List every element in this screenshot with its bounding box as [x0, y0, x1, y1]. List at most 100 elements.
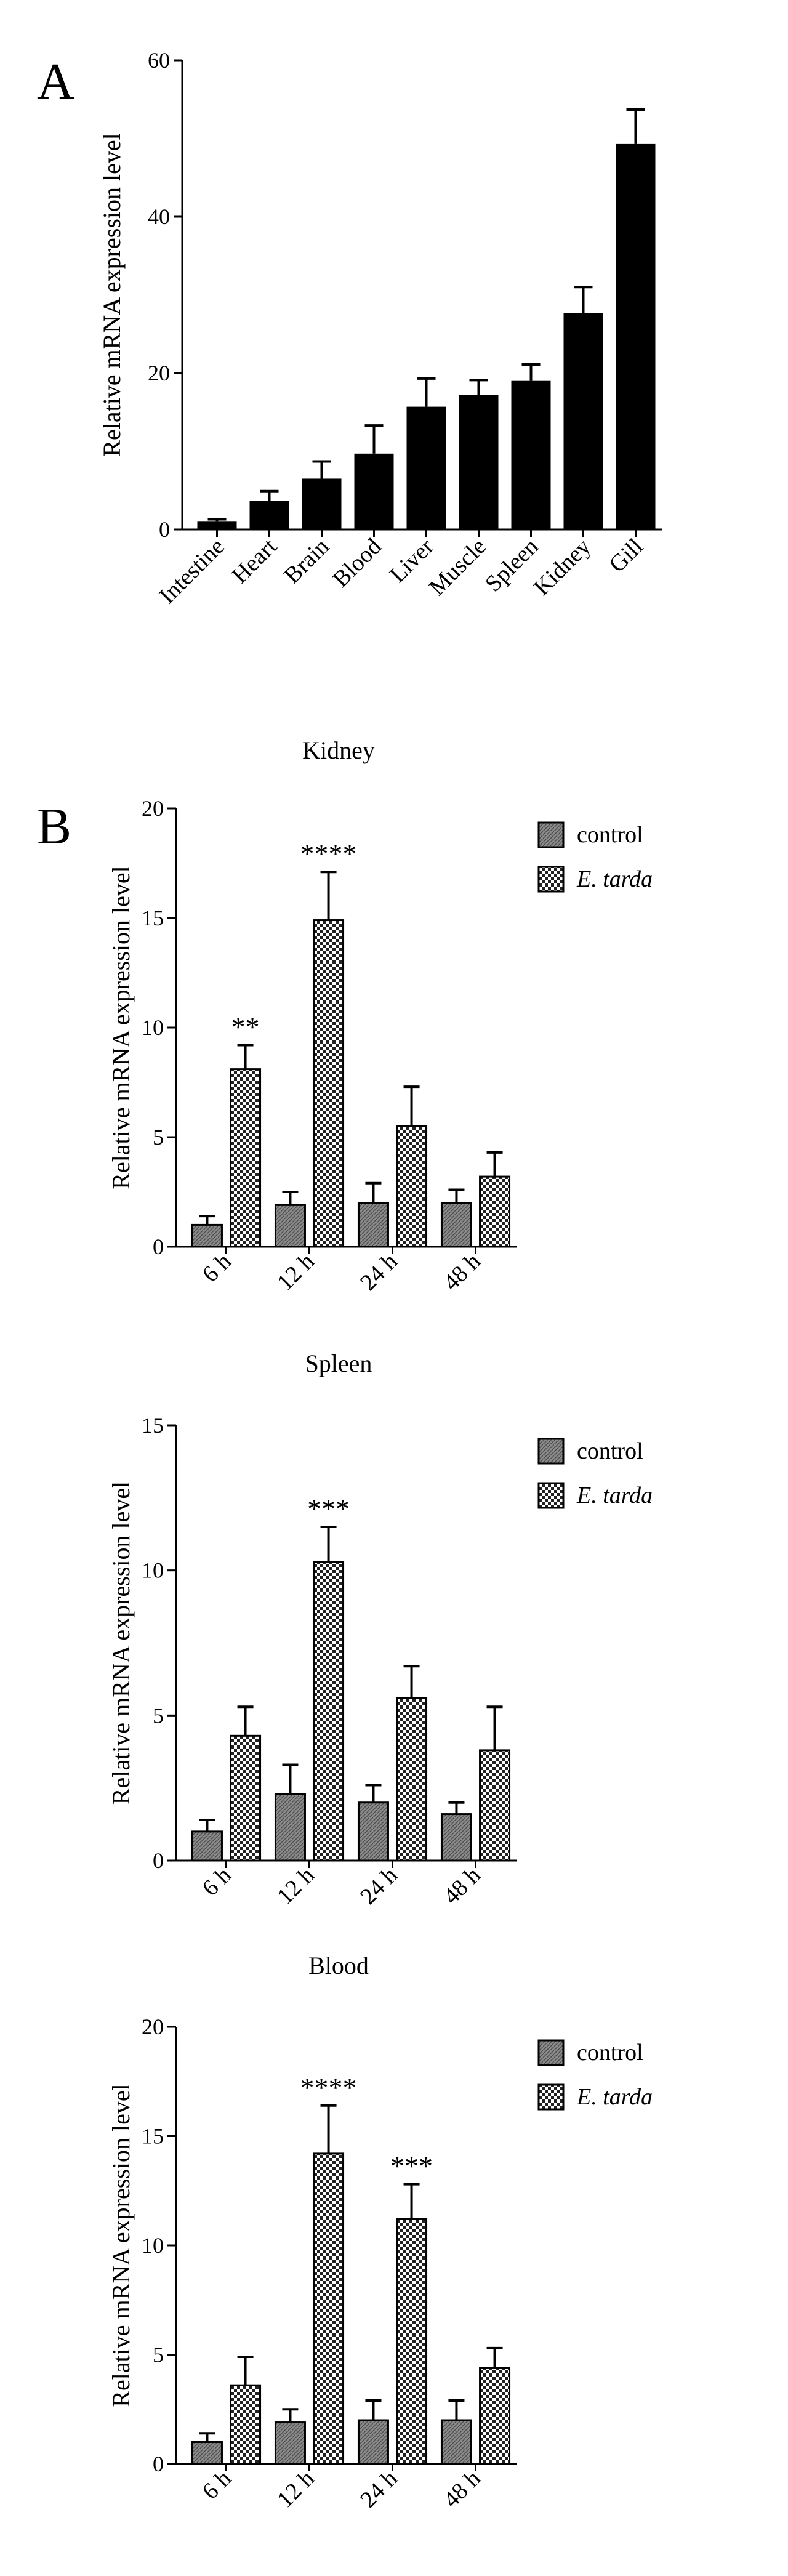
bar: [459, 395, 499, 529]
bar: [406, 406, 446, 529]
bar-control: [274, 1793, 306, 1862]
x-tick-label: 24 h: [355, 1862, 403, 1910]
bar-control: [191, 2441, 223, 2465]
bar: [302, 478, 342, 529]
chart-title: Spleen: [305, 1350, 372, 1377]
x-tick-label: Kidney: [529, 534, 596, 601]
y-tick-label: 0: [153, 1234, 164, 1259]
y-tick-label: 60: [148, 48, 170, 73]
legend-swatch: [537, 1438, 565, 1465]
legend-swatch: [537, 2083, 565, 2111]
x-tick-label: 48 h: [438, 1249, 486, 1296]
x-tick-label: Heart: [227, 533, 282, 589]
x-tick-label: 24 h: [355, 1249, 403, 1296]
y-tick-label: 0: [153, 2452, 164, 2476]
significance-label: ***: [390, 2151, 433, 2182]
y-tick-label: 5: [153, 1125, 164, 1149]
x-tick-label: Intestine: [155, 534, 230, 609]
bar: [249, 501, 289, 529]
bar-control: [191, 1830, 223, 1862]
legend-swatch: [537, 1482, 565, 1509]
significance-label: **: [231, 1011, 260, 1042]
bar-control: [357, 2419, 389, 2465]
bar-e-tarda: [396, 2218, 428, 2465]
legend-swatch: [537, 866, 565, 893]
significance-label: ****: [300, 838, 357, 869]
bar-e-tarda: [230, 2384, 262, 2465]
bar-control: [440, 2419, 472, 2465]
y-tick-label: 5: [153, 2343, 164, 2367]
x-tick-label: 12 h: [272, 1862, 320, 1910]
bar: [511, 380, 551, 529]
x-tick-label: 12 h: [272, 2466, 320, 2513]
bar: [354, 453, 394, 529]
tissue-distribution-chart: 0 20 40 60 Relative mRNA expression level Int…: [98, 48, 662, 609]
bar-e-tarda: [479, 1175, 511, 1248]
y-tick-label: 15: [142, 906, 164, 930]
bar: [616, 143, 656, 529]
bar-e-tarda: [313, 1561, 345, 1862]
kidney-chart: Kidney 0 5 10 15 20 Relative mRNA expression l…: [107, 736, 653, 1295]
significance-label: ***: [307, 1493, 350, 1524]
y-tick-label: 0: [159, 517, 170, 542]
y-tick-label: 20: [142, 2015, 164, 2039]
chart-title: Kidney: [302, 736, 375, 764]
x-tick-label: 6 h: [198, 1249, 236, 1287]
x-tick-label: 48 h: [438, 1862, 486, 1910]
panel-letter-a: A: [37, 53, 74, 110]
y-tick-label: 15: [142, 1413, 164, 1438]
bar-e-tarda: [479, 1749, 511, 1862]
x-tick-label: 48 h: [438, 2466, 486, 2513]
significance-label: ****: [300, 2072, 357, 2103]
y-tick-label: 15: [142, 2124, 164, 2149]
blood-chart: Blood 0 5 10 15 20 Relative mRNA expression le…: [107, 1952, 653, 2513]
bar-control: [440, 1813, 472, 1862]
panel-letter-b: B: [37, 798, 71, 855]
y-tick-label: 0: [153, 1848, 164, 1873]
y-axis-title: Relative mRNA expression level: [107, 866, 135, 1189]
bar-control: [274, 2421, 306, 2465]
legend-label: E. tarda: [576, 1483, 653, 1508]
bar-e-tarda: [230, 1734, 262, 1862]
bar: [197, 521, 237, 529]
bar-control: [440, 1202, 472, 1248]
y-axis-title: Relative mRNA expression level: [107, 1481, 135, 1805]
bar-e-tarda: [396, 1125, 428, 1248]
chart-title: Blood: [308, 1952, 369, 1979]
x-tick-label: Brain: [279, 534, 334, 589]
bar-e-tarda: [313, 919, 345, 1248]
x-tick-label: 6 h: [198, 2466, 236, 2505]
y-tick-label: 5: [153, 1703, 164, 1728]
y-tick-label: 40: [148, 204, 170, 229]
legend-label: E. tarda: [576, 2084, 653, 2110]
legend-label: E. tarda: [576, 866, 653, 892]
bar: [563, 313, 603, 529]
bar-e-tarda: [313, 2152, 345, 2465]
y-axis-title: Relative mRNA expression level: [107, 2083, 135, 2407]
y-tick-label: 20: [148, 361, 170, 385]
bar-control: [191, 1223, 223, 1248]
x-tick-label: 12 h: [272, 1249, 320, 1296]
y-tick-label: 10: [142, 1558, 164, 1583]
bar-control: [357, 1202, 389, 1248]
y-tick-label: 20: [142, 796, 164, 821]
legend-swatch: [537, 2039, 565, 2066]
y-axis-title: Relative mRNA expression level: [98, 133, 126, 456]
y-tick-label: 10: [142, 1015, 164, 1040]
x-tick-label: 24 h: [355, 2466, 403, 2513]
x-tick-label: Gill: [604, 534, 648, 578]
y-tick-label: 10: [142, 2233, 164, 2258]
x-tick-label: Blood: [328, 534, 386, 592]
bar-e-tarda: [230, 1068, 262, 1248]
bar-e-tarda: [479, 2367, 511, 2465]
bar-control: [357, 1801, 389, 1862]
spleen-chart: Spleen 0 5 10 15 Relative mRNA expression lev…: [107, 1350, 653, 1909]
x-tick-label: 6 h: [198, 1862, 236, 1901]
legend-label: control: [577, 822, 643, 848]
bar-e-tarda: [396, 1697, 428, 1862]
x-tick-label: Muscle: [424, 534, 491, 601]
legend-label: control: [577, 1438, 643, 1464]
bar-control: [274, 1204, 306, 1248]
legend-label: control: [577, 2040, 643, 2066]
